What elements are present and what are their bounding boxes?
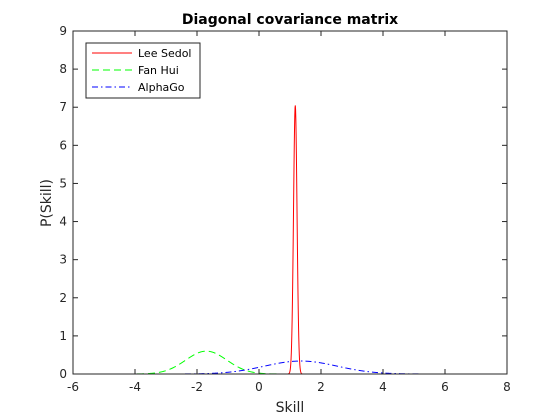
y-tick-label-5: 5 — [59, 176, 67, 190]
y-tick-label-8: 8 — [59, 62, 67, 76]
y-tick-label-1: 1 — [59, 329, 67, 343]
x-tick-label-5: 4 — [379, 380, 387, 394]
x-tick-label-0: -6 — [67, 380, 79, 394]
y-tick-label-6: 6 — [59, 138, 67, 152]
axes-box — [72, 30, 508, 375]
y-tick-label-0: 0 — [59, 367, 67, 381]
x-axis: -6 -4 -2 0 2 4 6 8 — [67, 31, 511, 394]
y-tick-label-3: 3 — [59, 253, 67, 267]
y-tick-label-2: 2 — [59, 291, 67, 305]
y-tick-label-9: 9 — [59, 24, 67, 38]
y-tick-label-4: 4 — [59, 215, 67, 229]
y-axis: 0 1 2 3 4 5 6 7 8 9 — [59, 24, 507, 381]
chart-title: Diagonal covariance matrix — [182, 12, 398, 28]
x-axis-label: Skill — [276, 400, 305, 416]
legend-label-alphago: AlphaGo — [138, 81, 185, 94]
legend-label-lee-sedol: Lee Sedol — [138, 47, 192, 60]
x-tick-label-6: 6 — [441, 380, 449, 394]
x-tick-label-2: -2 — [191, 380, 203, 394]
x-tick-label-3: 0 — [255, 380, 263, 394]
legend-label-fan-hui: Fan Hui — [138, 64, 179, 77]
y-axis-label: P(Skill) — [39, 179, 55, 227]
legend: Lee Sedol Fan Hui AlphaGo — [85, 42, 201, 99]
y-tick-label-7: 7 — [59, 100, 67, 114]
x-tick-label-7: 8 — [503, 380, 511, 394]
x-tick-label-4: 2 — [317, 380, 325, 394]
x-tick-label-1: -4 — [129, 380, 141, 394]
